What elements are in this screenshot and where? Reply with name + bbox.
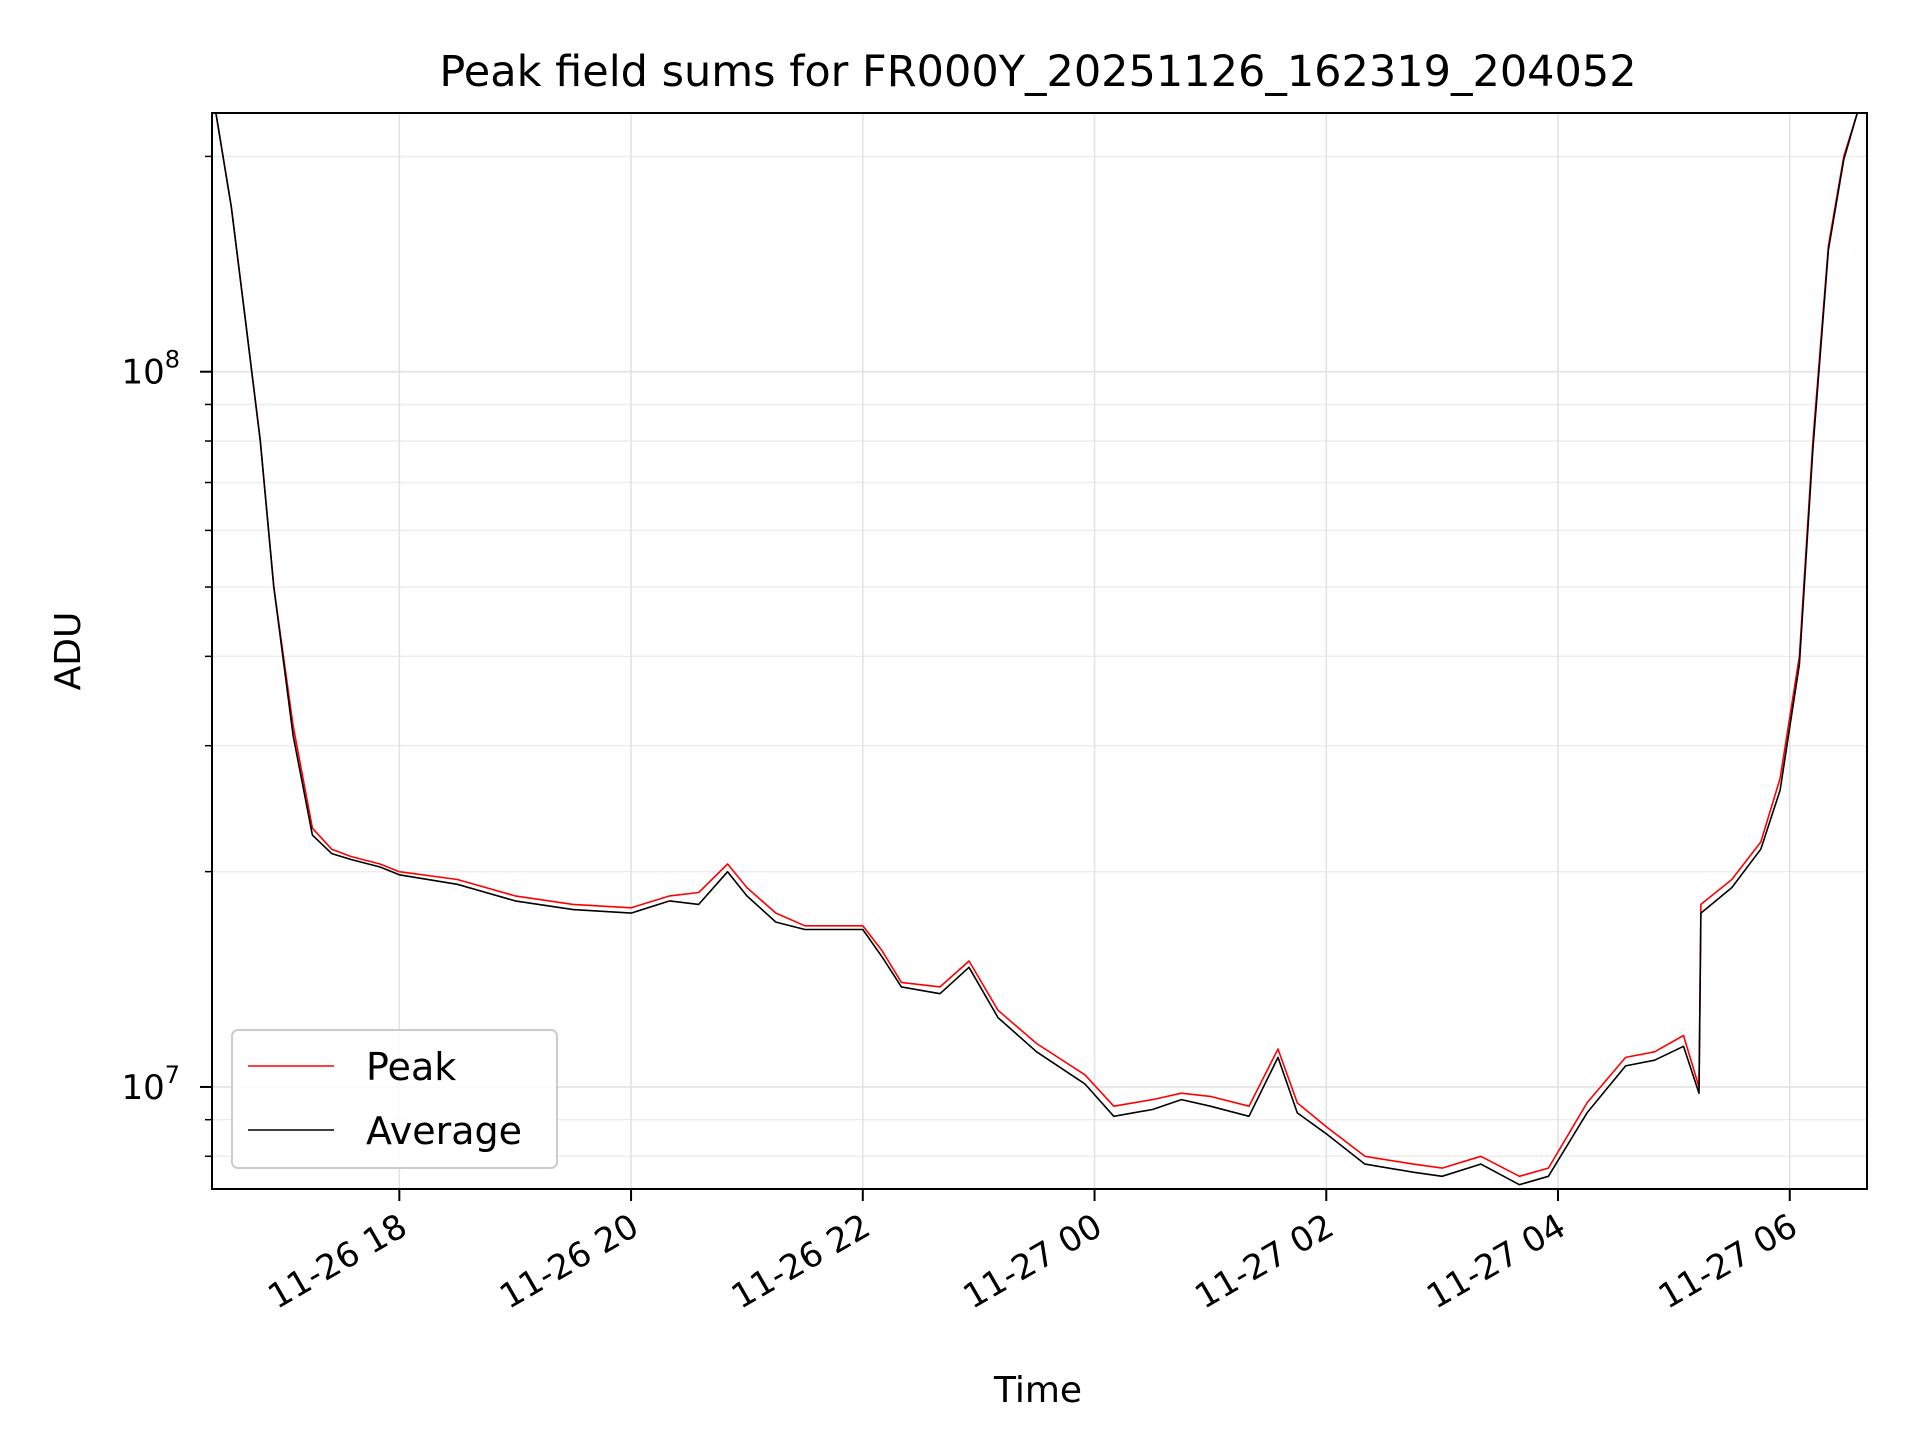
series-line-average bbox=[215, 113, 1859, 1186]
legend-box bbox=[231, 1029, 558, 1169]
y-axis-label: ADU bbox=[48, 612, 89, 691]
series-layer bbox=[215, 113, 1859, 1186]
grid bbox=[212, 113, 1867, 1189]
legend-label-average: Average bbox=[366, 1109, 522, 1153]
chart-title: Peak field sums for FR000Y_20251126_1623… bbox=[439, 47, 1636, 97]
legend: Peak Average bbox=[231, 1029, 558, 1169]
x-axis-label: Time bbox=[993, 1370, 1082, 1411]
y-tick-exponent: 7 bbox=[165, 1061, 180, 1089]
legend-label-peak: Peak bbox=[366, 1045, 456, 1089]
plot-frame bbox=[211, 112, 1868, 1190]
series-line-peak bbox=[215, 113, 1859, 1178]
y-tick-exponent: 8 bbox=[165, 346, 180, 374]
